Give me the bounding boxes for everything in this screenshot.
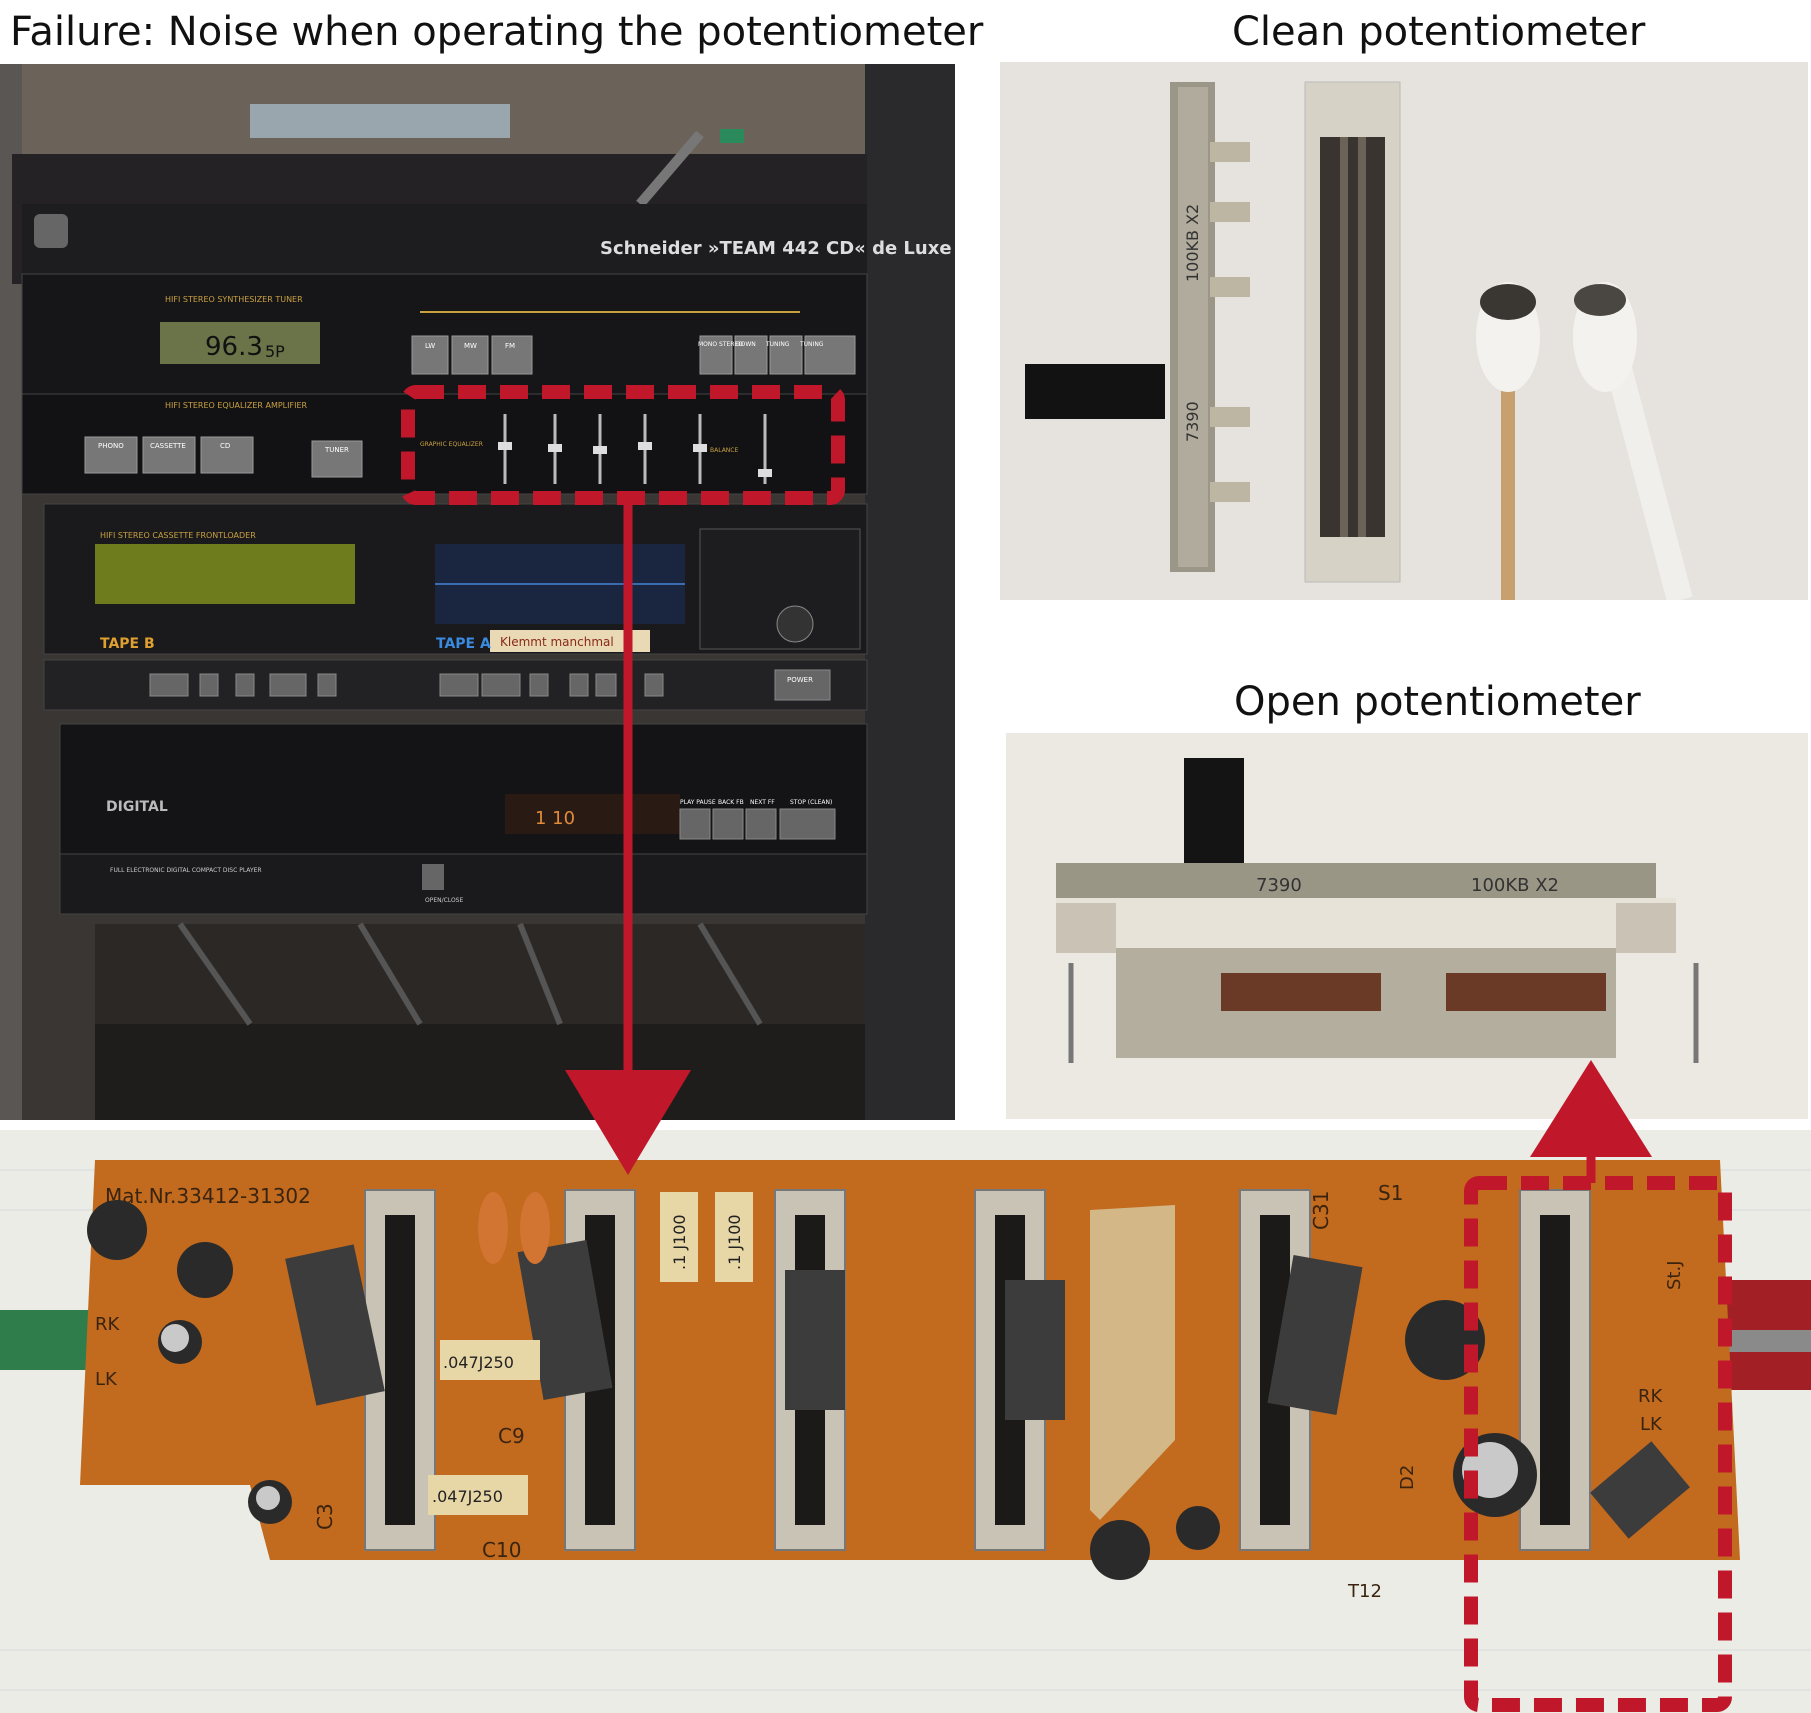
tape-a-label: TAPE A xyxy=(436,636,491,652)
clean-caption: Clean potentiometer xyxy=(1232,12,1645,52)
failure-caption: Failure: Noise when operating the potent… xyxy=(10,12,983,52)
pcb-label-lk-left: LK xyxy=(95,1369,118,1390)
tuner-button-tuning-2: TUNING xyxy=(799,341,824,348)
pcb-label-stj: St.J xyxy=(1664,1260,1685,1290)
cassette-title: HIFI STEREO CASSETTE FRONTLOADER xyxy=(100,531,256,540)
cd-button-stop: STOP (CLEAN) xyxy=(790,799,832,806)
pcb-label-s1: S1 xyxy=(1378,1181,1403,1205)
cap-value-2: .047J250 xyxy=(432,1487,503,1506)
pcb-label-d2: D2 xyxy=(1397,1465,1418,1490)
pcb-label-t12: T12 xyxy=(1347,1581,1382,1602)
clean-potentiometer-photo: 100KB X2 7390 xyxy=(1000,62,1808,600)
cd-display: 1 10 xyxy=(535,808,575,829)
pcb-label-c10: C10 xyxy=(482,1538,521,1562)
pcb-board-number: Mat.Nr.33412-31302 xyxy=(105,1184,311,1208)
equalizer-title: HIFI STEREO EQUALIZER AMPLIFIER xyxy=(165,401,308,410)
open-rating-text: 100KB X2 xyxy=(1471,875,1559,896)
tuner-mode: 5P xyxy=(265,342,285,361)
pcb-label-c3: C3 xyxy=(313,1503,337,1530)
tuner-title: HIFI STEREO SYNTHESIZER TUNER xyxy=(165,295,303,304)
cd-brand: DIGITAL xyxy=(106,799,168,815)
pcb-label-lk-right: LK xyxy=(1640,1414,1663,1435)
schneider-logo-icon xyxy=(34,214,68,248)
pcb-label-c31: C31 xyxy=(1309,1191,1333,1230)
open-caption: Open potentiometer xyxy=(1234,682,1641,722)
tuner-button-mw: MW xyxy=(464,342,477,350)
power-label: POWER xyxy=(787,676,813,684)
open-part-number: 7390 xyxy=(1256,875,1302,896)
clean-rating-text: 100KB X2 xyxy=(1183,204,1202,282)
tuner-button-lw: LW xyxy=(425,342,435,350)
cap-value-3: .1 J100 xyxy=(670,1214,689,1270)
open-close-label: OPEN/CLOSE xyxy=(425,897,463,904)
tape-label-text: Klemmt manchmal xyxy=(500,635,614,649)
pcb-label-c9: C9 xyxy=(498,1424,525,1448)
cap-value-1: .047J250 xyxy=(443,1353,514,1372)
amp-button-tuner: TUNER xyxy=(324,446,349,454)
pcb-label-rk-right: RK xyxy=(1638,1386,1664,1407)
tuner-frequency: 96.3 xyxy=(205,332,263,362)
clean-part-number: 7390 xyxy=(1183,401,1202,442)
slider-knob-icon xyxy=(1025,364,1165,419)
stereo-brand-title: Schneider »TEAM 442 CD« de Luxe xyxy=(600,238,952,259)
tuner-button-down: DOWN xyxy=(736,341,756,348)
pcb-label-rk-left: RK xyxy=(95,1314,121,1335)
cd-button-play: PLAY PAUSE xyxy=(680,799,716,806)
cd-button-back: BACK FB xyxy=(718,799,744,806)
amp-button-cassette: CASSETTE xyxy=(150,442,186,450)
cap-value-4: .1 J100 xyxy=(725,1214,744,1270)
tuner-button-fm: FM xyxy=(505,342,515,350)
amp-button-phono: PHONO xyxy=(98,442,124,450)
pcb-photo: Mat.Nr.33412-31302 xyxy=(0,1130,1811,1713)
tuner-button-tuning-1: TUNING xyxy=(765,341,790,348)
cd-title: FULL ELECTRONIC DIGITAL COMPACT DISC PLA… xyxy=(110,867,262,874)
amp-button-cd: CD xyxy=(220,442,230,450)
stereo-photo: Schneider »TEAM 442 CD« de Luxe HIFI STE… xyxy=(0,64,955,1120)
open-potentiometer-photo: 7390 100KB X2 xyxy=(1006,733,1808,1119)
cd-button-next: NEXT FF xyxy=(750,799,775,806)
balance-label: BALANCE xyxy=(710,447,738,454)
tape-b-label: TAPE B xyxy=(100,636,155,652)
eq-label: GRAPHIC EQUALIZER xyxy=(420,441,483,448)
